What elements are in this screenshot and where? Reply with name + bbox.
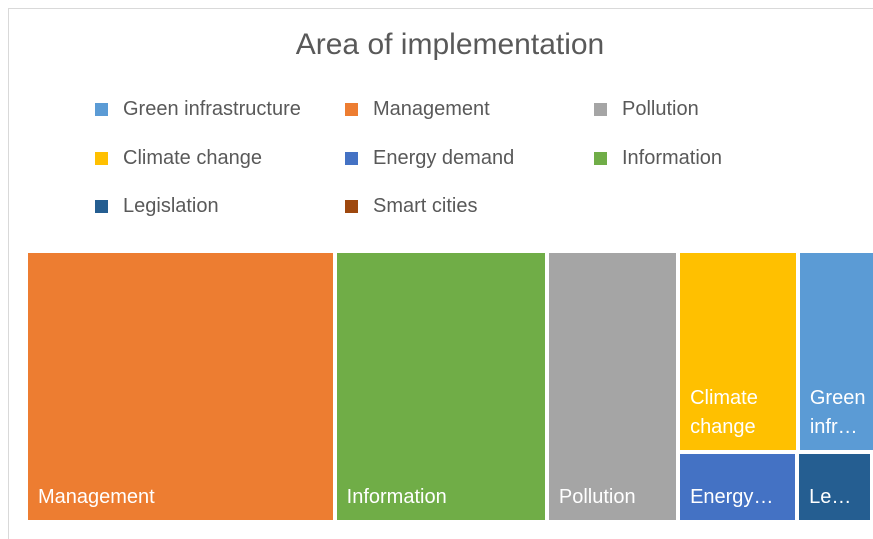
legend-swatch xyxy=(594,103,607,116)
legend-label: Smart cities xyxy=(373,195,478,217)
legend-item: Climate change xyxy=(95,147,262,170)
legend-swatch xyxy=(345,103,358,116)
legend-item: Green infrastructure xyxy=(95,98,301,121)
treemap-tile: Information xyxy=(336,253,545,520)
tile-label: Management xyxy=(38,486,155,508)
tile-label: Pollution xyxy=(558,486,636,508)
legend-item: Information xyxy=(594,147,722,170)
legend-label: Green infrastructure xyxy=(123,98,301,120)
tile-label: Energy demand xyxy=(690,485,754,508)
treemap-tile: Pollution xyxy=(548,253,677,520)
legend-item: Legislation xyxy=(95,195,219,218)
chart-frame xyxy=(8,8,873,539)
legend-label: Information xyxy=(622,147,723,169)
legend-item: Pollution xyxy=(594,98,699,121)
legend-label: Pollution xyxy=(622,98,699,120)
legend-swatch xyxy=(594,152,607,165)
treemap-tile: Legislation xyxy=(799,453,870,520)
tile-label: Information xyxy=(346,486,447,508)
legend-swatch xyxy=(345,152,358,165)
legend-item: Smart cities xyxy=(345,195,477,218)
legend-item: Management xyxy=(345,98,490,121)
legend-label: Legislation xyxy=(123,195,219,217)
tile-label: Green infrastructure xyxy=(809,386,866,438)
legend-swatch xyxy=(95,200,108,213)
legend-label: Management xyxy=(373,98,490,120)
chart-title: Area of implementation xyxy=(295,28,605,61)
tile-label: Legislation xyxy=(809,485,862,508)
legend-item: Energy demand xyxy=(345,147,514,170)
legend-swatch xyxy=(95,152,108,165)
tile-label: Climate change xyxy=(690,386,758,438)
legend-swatch xyxy=(95,103,108,116)
treemap-tile: Climate change xyxy=(680,253,796,450)
treemap-tile: Green infrastructure xyxy=(799,253,873,450)
legend-swatch xyxy=(345,200,358,213)
legend-label: Climate change xyxy=(123,147,262,169)
treemap-tile: Energy demand xyxy=(680,453,796,520)
legend-label: Energy demand xyxy=(373,147,515,169)
treemap-tile: Management xyxy=(28,253,333,520)
